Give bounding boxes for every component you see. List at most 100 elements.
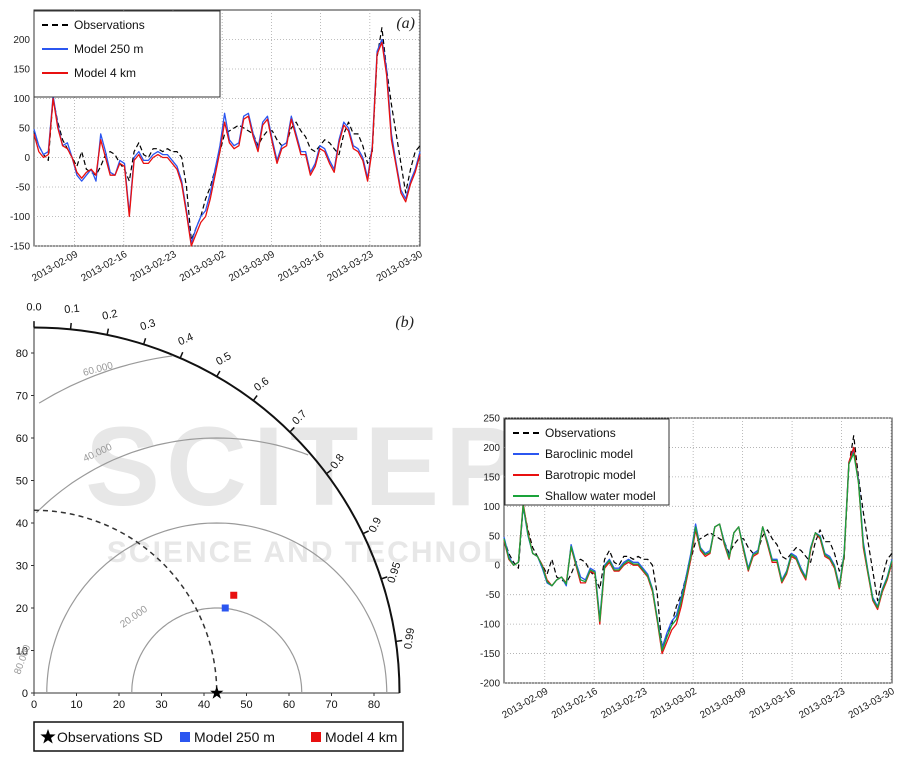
x-tick-label: 20 <box>113 699 125 711</box>
y-tick-label: 200 <box>13 35 30 46</box>
panel-label: (b) <box>395 314 414 331</box>
y-tick-label: 200 <box>483 443 500 454</box>
taylor-legend-box <box>33 721 404 752</box>
x-tick-label: 2013-02-09 <box>500 686 550 721</box>
legend-entry: Model 250 m <box>194 729 275 745</box>
correlation-label: 0.1 <box>64 303 80 316</box>
x-tick-label: 80 <box>368 699 380 711</box>
y-tick-label: 80 <box>16 348 28 360</box>
y-tick-label: 30 <box>16 561 28 573</box>
correlation-tick <box>179 351 184 359</box>
rms-contour <box>131 607 303 694</box>
correlation-label: 0.0 <box>26 302 41 314</box>
x-tick-label: 2013-03-23 <box>797 686 847 721</box>
legend-entry: Model 4 km <box>325 729 397 745</box>
legend-star <box>40 729 56 744</box>
correlation-tick <box>289 426 295 433</box>
legend-entry: Observations <box>74 18 145 32</box>
legend-entry: Barotropic model <box>545 468 636 482</box>
correlation-tick <box>106 328 110 336</box>
x-tick-label: 2013-03-16 <box>276 249 326 284</box>
correlation-tick <box>69 322 72 330</box>
panel-c-line-chart: -200 -150 -100 -50 0 50 100 150 200 250 2013-02-09… <box>480 414 897 722</box>
x-tick-label: 2013-03-02 <box>649 686 699 721</box>
legend-entry: Observations SD <box>57 729 163 745</box>
x-tick-label: 60 <box>283 699 295 711</box>
correlation-label: 0.5 <box>214 350 233 368</box>
rms-label: 60.000 <box>82 360 115 379</box>
legend-entry: Observations <box>545 426 616 440</box>
series-line-model-4-km <box>33 41 421 247</box>
y-tick-label: 60 <box>16 433 28 445</box>
y-tick-label: 50 <box>16 476 28 488</box>
correlation-tick <box>142 338 147 345</box>
x-tick-label: 2013-03-23 <box>326 249 376 284</box>
y-tick-label: 150 <box>483 472 500 483</box>
y-tick-label: 50 <box>489 531 501 542</box>
panel-label: (a) <box>396 15 415 32</box>
x-tick-label: 2013-03-30 <box>375 249 425 284</box>
correlation-tick <box>380 576 388 580</box>
correlation-label: 0.2 <box>101 308 118 323</box>
x-tick-label: 2013-02-23 <box>599 686 649 721</box>
legend-entry: Baroclinic model <box>545 447 633 461</box>
x-tick-label: 2013-03-09 <box>227 249 277 284</box>
x-tick-label: 10 <box>70 699 82 711</box>
rms-contour <box>38 355 173 404</box>
legend-entry: Shallow water model <box>545 489 656 503</box>
point-model-4-km <box>230 591 238 599</box>
correlation-label: 0.3 <box>139 317 157 333</box>
y-tick-label: -150 <box>10 242 30 253</box>
y-tick-label: -50 <box>16 183 31 194</box>
x-tick-label: 30 <box>155 699 167 711</box>
rms-label: 20.000 <box>118 604 150 631</box>
x-tick-label: 2013-02-09 <box>30 249 80 284</box>
y-tick-label: 10 <box>16 646 28 658</box>
x-tick-label: 2013-02-23 <box>129 249 179 284</box>
legend-entry: Model 250 m <box>74 42 143 56</box>
legend-square <box>311 732 321 742</box>
x-tick-label: 70 <box>325 699 337 711</box>
x-tick-label: 0 <box>31 699 37 711</box>
y-tick-label: 250 <box>483 414 500 425</box>
y-tick-label: 150 <box>13 65 30 76</box>
y-tick-label: -100 <box>10 212 30 223</box>
x-tick-label: 2013-03-16 <box>748 686 798 721</box>
point-observations-star <box>210 686 224 699</box>
y-tick-label: -100 <box>480 620 500 631</box>
correlation-label: 0.9 <box>367 516 384 535</box>
y-tick-label: 50 <box>19 124 31 135</box>
y-tick-label: -50 <box>486 590 501 601</box>
y-tick-label: 20 <box>16 603 28 615</box>
y-tick-label: 40 <box>16 518 28 530</box>
series-line-shallow-water-model <box>503 452 893 652</box>
x-tick-label: 2013-03-02 <box>178 249 228 284</box>
correlation-label: 0.99 <box>402 627 417 650</box>
legend-entry: Model 4 km <box>74 66 136 80</box>
x-tick-label: 40 <box>198 699 210 711</box>
y-tick-label: 100 <box>13 94 30 105</box>
x-tick-label: 50 <box>240 699 252 711</box>
correlation-tick <box>216 370 221 377</box>
legend-box <box>504 418 670 506</box>
rms-contour <box>35 437 309 514</box>
x-tick-label: 2013-03-30 <box>847 686 897 721</box>
y-tick-label: -150 <box>480 649 500 660</box>
correlation-label: 0.4 <box>176 331 195 348</box>
correlation-tick <box>362 530 370 535</box>
observations-sd-arc <box>33 509 218 694</box>
correlation-label: 0.6 <box>252 375 271 394</box>
x-tick-label: 2013-02-16 <box>79 249 129 284</box>
y-tick-label: 0 <box>494 561 500 572</box>
y-tick-label: 70 <box>16 391 28 403</box>
x-tick-label: 2013-03-09 <box>698 686 748 721</box>
y-tick-label: 0 <box>22 688 28 700</box>
y-tick-label: -200 <box>480 679 500 690</box>
y-tick-label: 100 <box>483 502 500 513</box>
correlation-tick <box>325 469 332 475</box>
y-tick-label: 0 <box>24 153 30 164</box>
correlation-tick <box>395 639 403 643</box>
correlation-tick <box>252 395 258 402</box>
